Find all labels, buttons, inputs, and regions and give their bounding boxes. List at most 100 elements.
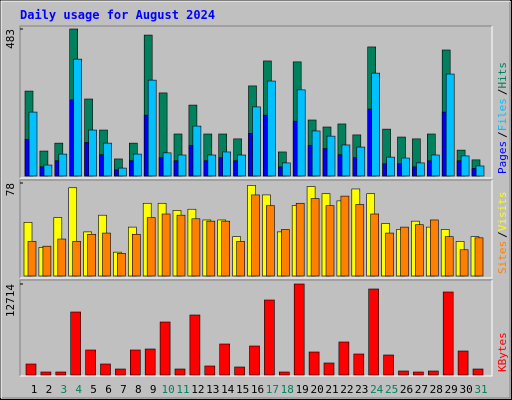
bar [356,146,366,177]
bar [207,154,217,177]
legend-entry: KBytes [496,332,509,372]
bar [100,363,111,376]
bar [248,133,253,177]
bar [146,217,156,277]
bar [102,232,111,277]
legend-entry: Files [496,98,509,131]
bar [460,155,470,177]
bar [176,214,186,277]
bar [471,168,477,177]
panel-border [19,179,492,278]
bar [173,160,179,177]
bar [191,218,201,277]
bar [415,224,424,277]
legend-separator: / [496,231,509,238]
bar [206,220,216,277]
x-tick-label: 25 [385,383,398,396]
bar [337,154,343,177]
bar [25,363,37,376]
legend-entry: Sites [496,241,509,274]
bar [263,114,268,177]
bar [472,368,484,376]
bar [39,166,45,177]
x-tick-label: 6 [105,383,112,396]
chart-title: Daily usage for August 2024 [20,8,215,22]
x-tick-label: 18 [281,383,294,396]
bar [338,341,350,376]
bar [385,232,394,277]
x-tick-label: 27 [415,383,428,396]
x-tick-label: 17 [266,383,279,396]
bar [442,291,454,376]
bar [292,120,298,177]
bar [218,157,223,177]
bar [264,299,275,376]
bar [251,194,260,277]
bar [352,157,358,177]
legend-entry: Pages [496,141,509,174]
bar [441,111,447,177]
bar [416,162,425,177]
y-tick-label: 78 [4,183,17,196]
bar [252,106,261,177]
bar [158,157,164,177]
legend: Pages/Files/Hits [496,62,509,174]
x-tick-label: 15 [236,383,249,396]
bar [73,58,82,177]
x-tick-label: 26 [400,383,413,396]
bar [277,166,283,177]
bar [129,160,134,177]
bar [236,241,245,277]
panel-border [20,180,493,279]
panel-border [20,26,493,179]
x-tick-label: 12 [191,383,204,396]
bar [266,205,275,277]
bar [475,165,485,177]
bar [412,166,417,177]
bar [42,245,52,277]
bar [189,314,201,376]
bar [88,129,97,177]
y-tick-label: 12714 [4,284,17,317]
bar [397,163,402,177]
bar [278,371,290,376]
bar [143,114,149,177]
x-tick-label: 30 [459,383,472,396]
legend-separator: / [496,131,509,138]
x-tick-label: 14 [221,383,235,396]
bar [177,154,187,177]
bar [307,145,313,177]
bar [72,241,81,277]
bar [355,204,365,277]
bar [382,163,387,177]
bar [340,195,350,277]
bar [40,371,52,376]
bar [368,288,380,376]
bar [133,153,142,177]
bar [43,164,53,177]
bar [401,157,410,177]
x-tick-label: 10 [161,383,174,396]
x-tick-label: 11 [176,383,189,396]
panel-border [20,280,493,377]
bar [118,167,127,177]
x-tick-label: 20 [310,383,323,396]
legend-separator: / [496,89,509,96]
bar [444,236,454,277]
bar [222,151,231,177]
bar [326,135,336,177]
bar [398,370,409,376]
bar [99,154,104,177]
bar [429,219,439,277]
x-tick-label: 19 [296,383,309,396]
bar [24,139,30,177]
bar [55,371,67,376]
bar [383,354,394,376]
x-tick-label: 4 [75,383,82,396]
bar [221,220,230,277]
bar [281,162,291,177]
bar [371,72,381,177]
bar [85,349,96,376]
